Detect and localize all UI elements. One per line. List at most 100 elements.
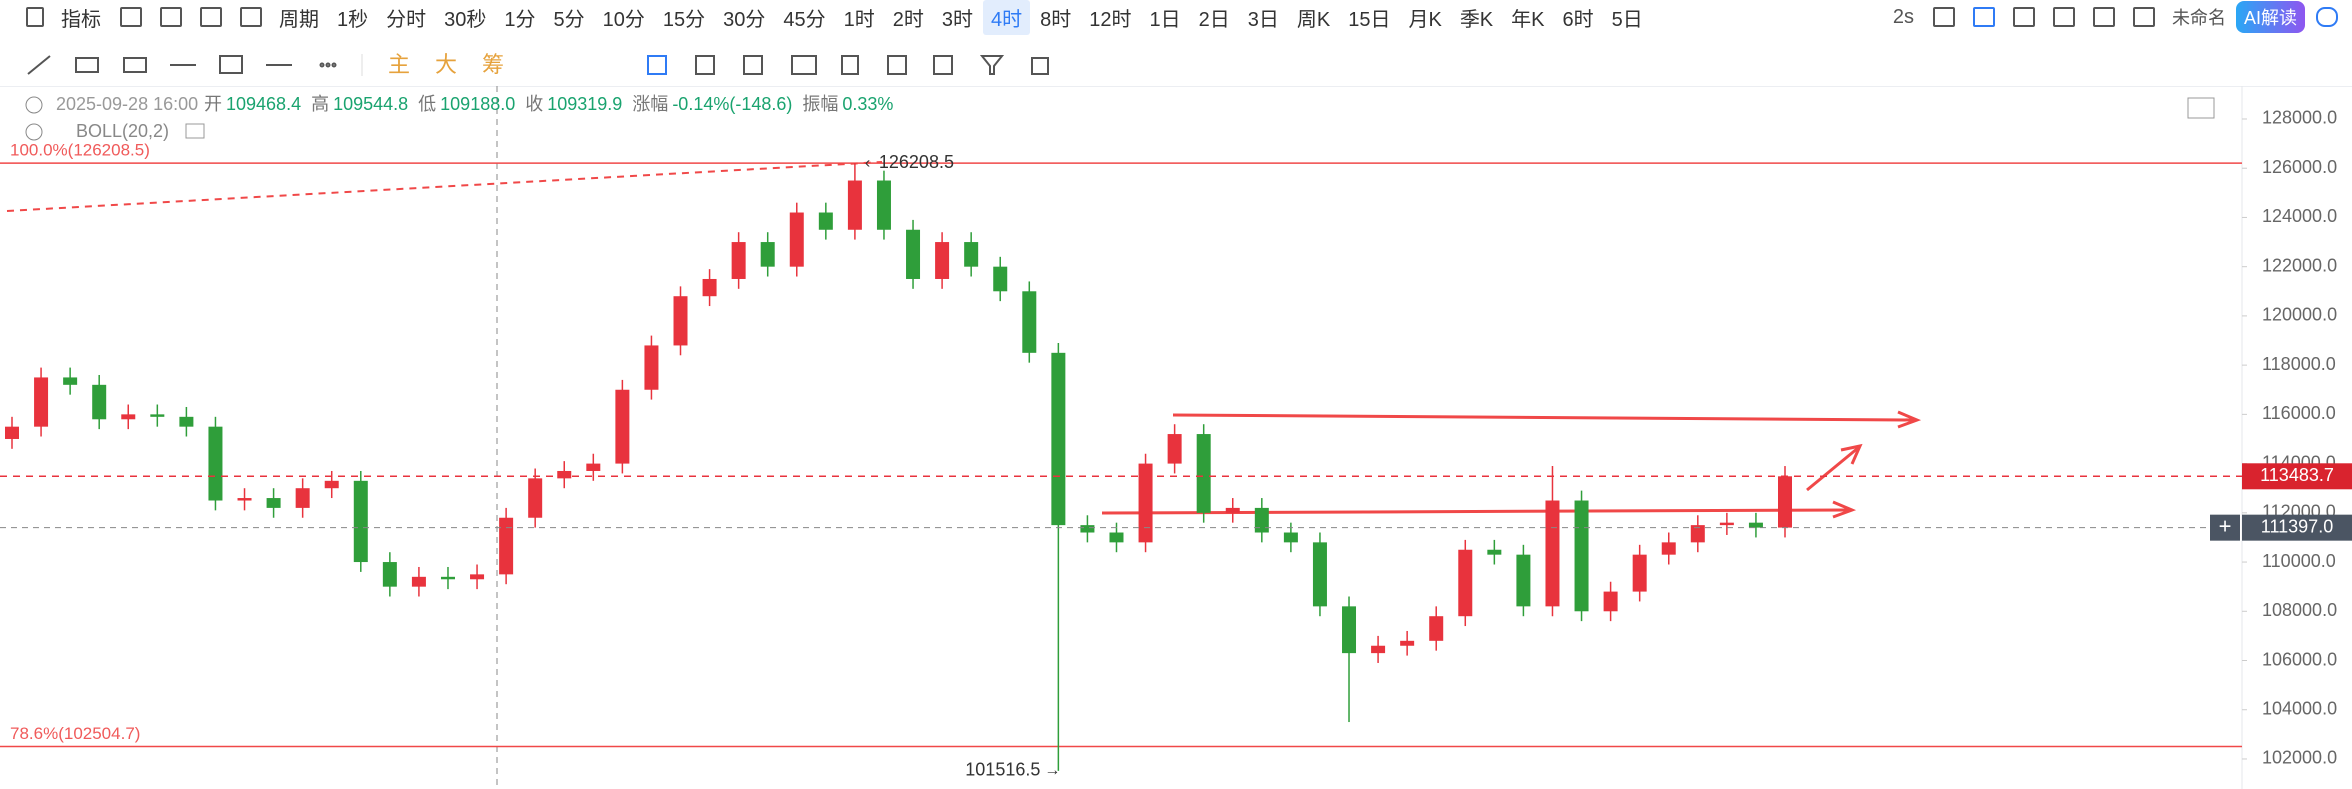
candle-body [1545,500,1560,607]
period-option[interactable]: 15日 [1348,8,1391,31]
drawn-arrows [1101,410,1922,519]
period-option[interactable]: 5日 [1611,8,1643,31]
info-value: 0.33% [842,94,893,114]
period-option[interactable]: 30分 [723,8,766,31]
candle-body [440,576,455,580]
trend-line [6,161,883,212]
candle-body [150,414,165,417]
candle-body [1719,522,1734,526]
candle-body [818,212,833,230]
icon[interactable] [200,7,222,27]
period-option[interactable]: 4时 [983,0,1031,35]
tool-filter[interactable] [979,55,1005,75]
period-option[interactable]: 1分 [504,8,536,31]
icon[interactable] [2092,7,2115,27]
period-option[interactable]: 年K [1511,8,1545,31]
tool-icon[interactable] [841,55,859,75]
indicator-button[interactable]: 指标 [61,8,101,31]
y-tick-label: 116000.0 [2262,403,2336,423]
period-option[interactable]: 6时 [1562,8,1594,31]
period-option[interactable]: 3时 [941,8,973,31]
info-label: 低 [418,94,436,114]
icon[interactable] [160,7,182,27]
tool-delete[interactable] [1031,57,1049,75]
candle-body [1603,591,1618,612]
crosshair-add-button[interactable] [2210,514,2240,541]
tool-icon[interactable] [743,55,763,75]
layout-name[interactable]: 未命名 [2171,8,2226,28]
info-label: 开 [204,94,222,114]
chip[interactable]: 主 [388,52,410,77]
ai-button[interactable]: AI解读 [2235,1,2305,33]
collapse-icon[interactable] [25,96,43,114]
candle-body [1429,616,1444,641]
chip-group: 主大筹 [388,52,504,77]
tool-icon[interactable] [933,55,953,75]
period-option[interactable]: 分时 [386,8,427,31]
period-button[interactable]: 周期 [279,8,319,31]
icon[interactable] [2052,7,2075,27]
period-option[interactable]: 月K [1408,8,1442,31]
tool-icon[interactable] [791,55,817,75]
period-option[interactable]: 1时 [843,8,875,31]
tool-icon[interactable] [695,55,715,75]
chip[interactable]: 大 [435,52,457,77]
candle-body [1632,554,1647,592]
min-label: 101516.5 [965,760,1040,780]
period-option[interactable]: 周K [1296,8,1331,31]
period-option[interactable]: 3日 [1247,8,1279,31]
icon[interactable] [120,7,142,27]
tool-channel[interactable] [75,57,99,73]
candle-body [1748,522,1763,528]
chart: 2025-09-28 16:00 BOLL(20,2) 开 109468.4 高 10… [0,86,2352,789]
refresh-rate[interactable]: 2s [1892,5,1914,28]
tool-line[interactable] [27,55,51,75]
period-option[interactable]: 15分 [662,8,706,31]
candle-body [5,426,19,439]
period-option[interactable]: 2时 [892,8,924,31]
candle-body [1516,554,1531,607]
candle-body [179,416,194,427]
candle-body [586,463,601,471]
icon[interactable] [2012,7,2035,27]
period-option[interactable]: 8时 [1040,8,1072,31]
fullscreen-icon[interactable] [2187,97,2215,119]
indicator-icon[interactable] [26,7,44,27]
tool-icon[interactable] [887,55,907,75]
tool-parallel[interactable] [123,57,147,73]
info-value: -0.14%(-148.6) [672,94,792,114]
candle-body [673,296,688,346]
icon[interactable] [1932,7,1955,27]
chip[interactable]: 筹 [482,52,504,77]
period-option[interactable]: 5分 [553,8,585,31]
y-tick-label: 110000.0 [2262,551,2336,571]
icon[interactable] [1972,7,1995,27]
period-option[interactable]: 45分 [783,8,826,31]
candle-body [1022,291,1037,353]
visibility-icon[interactable] [185,123,205,139]
candle-body [1371,645,1386,654]
candle-body [34,377,49,427]
tool-more[interactable] [319,62,325,68]
candle-body [208,426,223,501]
period-option[interactable]: 2日 [1198,8,1230,31]
tool-icon[interactable] [647,55,667,75]
period-option[interactable]: 10分 [602,8,645,31]
icon[interactable] [240,7,262,27]
tool-rect[interactable] [219,55,243,74]
info-value: 109319.9 [547,94,622,114]
candle-body [615,389,630,464]
period-option[interactable]: 季K [1459,8,1494,31]
collapse-icon[interactable] [25,123,43,141]
period-option[interactable]: 30秒 [444,8,487,31]
share-icon[interactable] [2316,7,2338,27]
icon[interactable] [2132,7,2155,27]
period-option[interactable]: 1秒 [337,8,369,31]
y-tick-label: 126000.0 [2262,157,2337,177]
y-tick-label: 106000.0 [2262,649,2337,669]
period-option[interactable]: 12时 [1089,8,1132,31]
period-option[interactable]: 1日 [1149,8,1181,31]
fib-label: 100.0%(126208.5) [10,141,150,160]
candle-body [702,278,717,297]
